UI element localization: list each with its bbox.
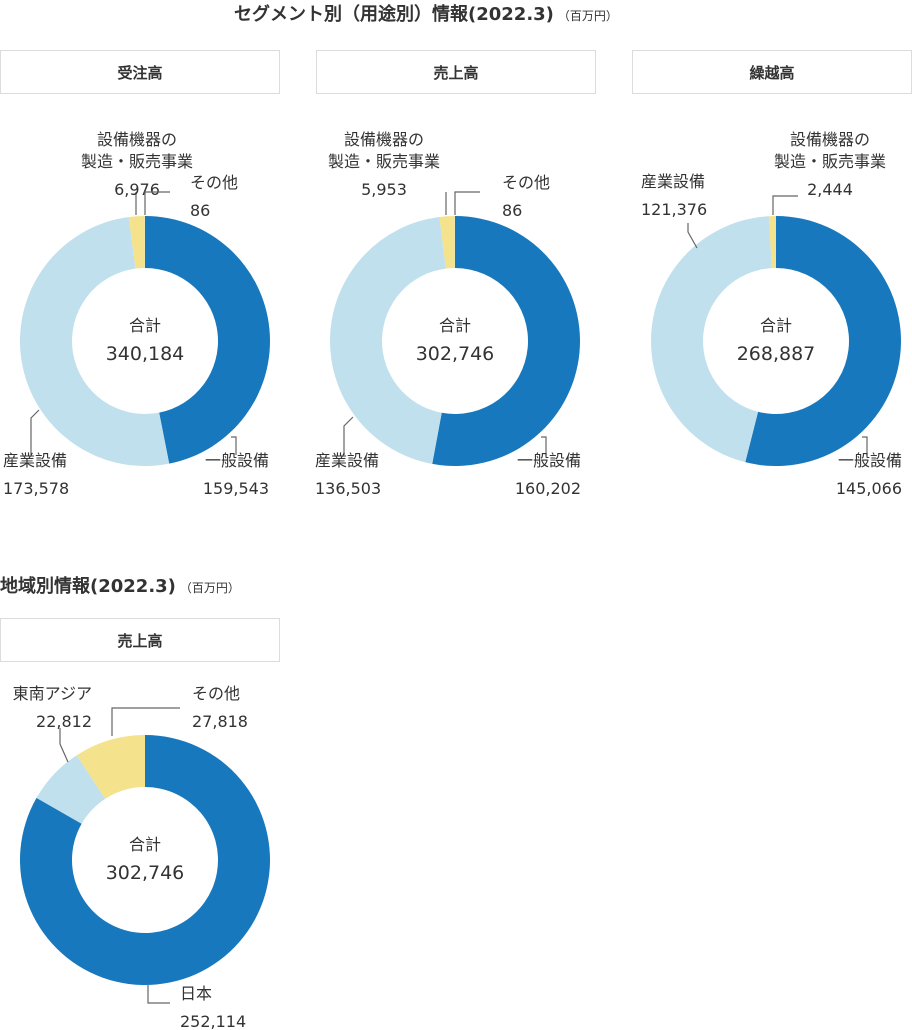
- donut-chart-0: 合計 340,184 一般設備 159,543 産業設備 173,578 設備機器の製造・販…: [3, 130, 271, 498]
- leader-line: [111, 707, 180, 736]
- donut-chart-2: 合計 268,887 一般設備 145,066 産業設備 121,376 設備機器の製造・販…: [641, 130, 902, 498]
- slice-label: 一般設備: [838, 451, 902, 470]
- slice-value: 173,578: [3, 479, 69, 498]
- slice-label: 一般設備: [517, 451, 581, 470]
- center-total-value: 302,746: [416, 343, 495, 365]
- donut-slice: [145, 216, 271, 464]
- panel-header-orders-label: 受注高: [117, 63, 163, 82]
- slice-value: 27,818: [192, 712, 248, 731]
- donut-slice: [745, 216, 901, 466]
- segment-title-text: セグメント別（用途別）情報(2022.3): [234, 4, 554, 25]
- region-unit: （百万円）: [179, 581, 240, 595]
- slice-label: その他: [192, 684, 240, 703]
- center-total-label: 合計: [129, 835, 161, 854]
- slice-value: 121,376: [641, 200, 707, 219]
- donut-chart-1: 合計 302,746 一般設備 160,202 産業設備 136,503 設備機器の製造・販…: [315, 130, 581, 498]
- leader-line: [147, 985, 170, 1004]
- center-total-label: 合計: [439, 316, 471, 335]
- slice-label: 設備機器の: [344, 130, 424, 149]
- center-total-value: 268,887: [737, 343, 816, 365]
- slice-value: 159,543: [203, 479, 269, 498]
- panel-header-backlog: 繰越高: [632, 50, 912, 94]
- slice-label: 製造・販売事業: [81, 152, 193, 171]
- segment-unit: （百万円）: [557, 9, 618, 23]
- slice-value: 6,976: [114, 180, 160, 199]
- slice-label: 日本: [180, 984, 212, 1003]
- slice-label: 設備機器の: [790, 130, 870, 149]
- center-total-value: 340,184: [106, 343, 185, 365]
- donut-slice: [651, 216, 772, 463]
- donut-slice: [19, 217, 170, 467]
- slice-value: 86: [190, 201, 210, 220]
- slice-label: その他: [190, 173, 238, 192]
- slice-label: 産業設備: [641, 172, 705, 191]
- donut-slice: [439, 216, 455, 269]
- leader-line: [541, 436, 547, 455]
- slice-label: 設備機器の: [97, 130, 177, 149]
- panel-header-sales: 売上高: [316, 50, 596, 94]
- slice-label: 製造・販売事業: [774, 152, 886, 171]
- slice-label: 一般設備: [205, 451, 269, 470]
- donut-slice: [36, 755, 106, 824]
- donut-slice: [128, 216, 145, 269]
- slice-label: 産業設備: [315, 451, 379, 470]
- region-section-title: 地域別情報(2022.3) （百万円）: [0, 572, 240, 598]
- slice-label: 製造・販売事業: [328, 152, 440, 171]
- leader-line: [687, 223, 698, 249]
- panel-header-backlog-label: 繰越高: [749, 63, 795, 82]
- slice-label: その他: [502, 173, 550, 192]
- region-title-text: 地域別情報(2022.3): [0, 576, 176, 597]
- donut-slice: [76, 735, 145, 799]
- donut-slice: [19, 735, 270, 986]
- center-total-label: 合計: [129, 316, 161, 335]
- slice-value: 136,503: [315, 479, 381, 498]
- slice-value: 5,953: [361, 180, 407, 199]
- panel-header-region-sales-label: 売上高: [117, 631, 163, 650]
- leader-line: [144, 191, 170, 215]
- slice-label: 産業設備: [3, 451, 67, 470]
- donut-slice: [432, 216, 580, 466]
- leader-line: [231, 436, 237, 455]
- donut-slice: [768, 216, 776, 269]
- panel-header-sales-label: 売上高: [433, 63, 479, 82]
- center-total-value: 302,746: [106, 862, 185, 884]
- leader-line: [454, 191, 480, 215]
- slice-value: 145,066: [836, 479, 902, 498]
- panel-header-region-sales: 売上高: [0, 618, 280, 662]
- segment-section-title: セグメント別（用途別）情報(2022.3) （百万円）: [234, 0, 618, 26]
- leader-line: [772, 195, 798, 215]
- slice-value: 160,202: [515, 479, 581, 498]
- slice-value: 2,444: [807, 180, 853, 199]
- leader-line: [343, 416, 354, 455]
- leader-line: [30, 409, 40, 455]
- center-total-label: 合計: [760, 316, 792, 335]
- slice-value: 22,812: [36, 712, 92, 731]
- leader-line: [59, 728, 69, 763]
- slice-value: 252,114: [180, 1012, 246, 1030]
- leader-line: [862, 436, 868, 455]
- panel-header-orders: 受注高: [0, 50, 280, 94]
- slice-value: 86: [502, 201, 522, 220]
- donut-slice: [329, 216, 446, 464]
- donut-chart-3: 合計 302,746 日本 252,114 東南アジア 22,812 その他 27,818: [13, 684, 270, 1030]
- slice-label: 東南アジア: [13, 684, 92, 703]
